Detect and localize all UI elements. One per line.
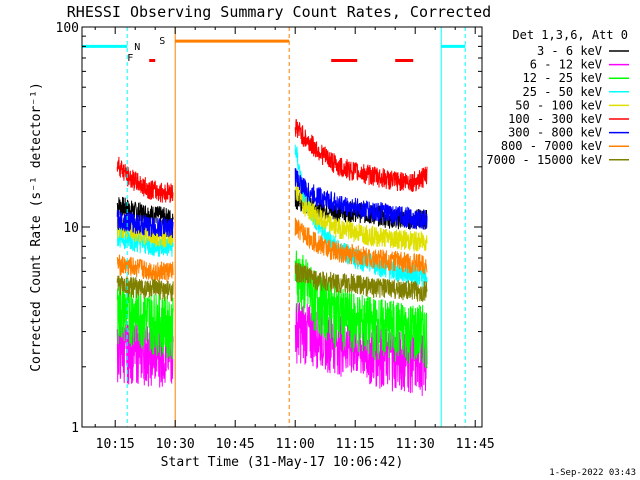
series-8 [116,217,428,283]
legend-label-1: 3 - 6 keV [537,44,602,58]
chart-title: RHESSI Observing Summary Count Rates, Co… [67,3,491,21]
legend-label-9: 7000 - 15000 keV [486,153,602,167]
saa-marker-label: S [159,36,165,47]
series-1-segment-1 [116,196,174,230]
series-5 [116,177,428,252]
y-tick-label: 1 [71,421,79,436]
y-tick-label: 100 [56,21,79,36]
x-axis: 10:15 10:30 10:45 11:00 11:15 11:30 11:45 [94,27,495,452]
series-8-segment-2 [294,217,428,275]
legend-label-8: 800 - 7000 keV [501,139,602,153]
legend-label-5: 50 - 100 keV [515,98,602,112]
y-tick-label: 10 [63,221,79,236]
series-7-segment-2 [294,168,428,230]
series-9 [116,262,428,302]
series-9-segment-2 [294,262,428,302]
x-tick-label: 11:45 [456,437,495,452]
legend-label-2: 6 - 12 keV [530,58,602,72]
series-5-segment-1 [116,218,174,249]
series-7-segment-1 [116,209,174,239]
series-6-segment-1 [116,156,174,203]
x-tick-label: 11:30 [396,437,435,452]
legend-label-3: 12 - 25 keV [523,71,602,85]
x-axis-label: Start Time (31-May-17 10:06:42) [161,455,404,470]
series-2-segment-2 [294,302,428,396]
legend-header: Det 1,3,6, Att 0 [512,28,628,42]
flare-marker-label: F [127,53,133,64]
series-8-segment-1 [116,254,174,283]
x-tick-label: 10:45 [216,437,255,452]
series-5-segment-2 [294,177,428,252]
x-tick-label: 10:15 [96,437,135,452]
y-axis: 1 10 100 [56,21,482,436]
footer-date: 1-Sep-2022 03:43 [549,468,636,478]
series-9-segment-1 [116,275,174,302]
x-tick-label: 11:00 [276,437,315,452]
legend-label-6: 100 - 300 keV [508,112,602,126]
series-3-segment-1 [116,283,174,360]
night-marker-label: N [134,42,140,53]
legend-label-4: 25 - 50 keV [523,85,602,99]
x-tick-label: 10:30 [156,437,195,452]
series-6 [116,118,428,203]
x-tick-label: 11:15 [336,437,375,452]
series-7 [116,168,428,239]
legend-label-7: 300 - 800 keV [508,126,602,140]
plot-area: N S F [82,27,466,427]
series-6-segment-2 [294,118,428,193]
y-axis-label: Corrected Count Rate (s⁻¹ detector⁻¹) [29,82,44,372]
